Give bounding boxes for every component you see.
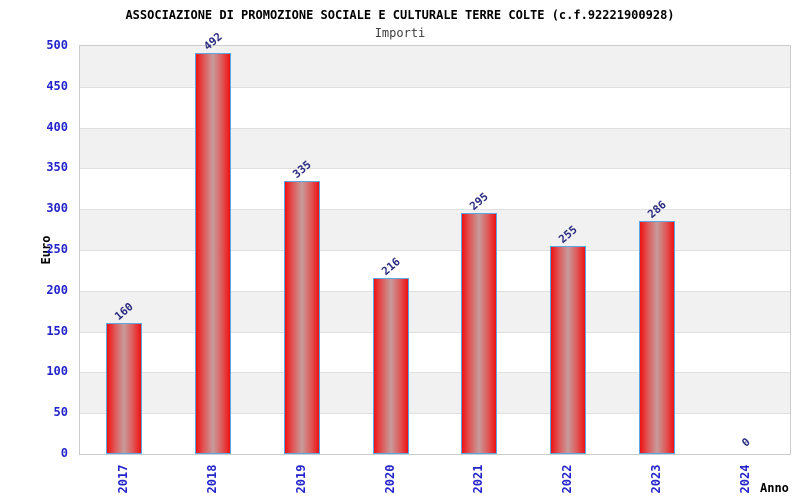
bar-2018 <box>195 53 231 454</box>
x-tick-label-2020: 2020 <box>383 464 397 494</box>
y-tick-label: 300 <box>46 201 68 215</box>
y-tick-label: 0 <box>60 446 68 460</box>
y-tick-label: 400 <box>46 120 68 134</box>
x-tick-label-2018: 2018 <box>205 464 219 494</box>
bar-2023 <box>639 221 675 454</box>
plot-area: 160 492 335 216 295 255 286 0 <box>79 30 791 455</box>
grid-band <box>80 86 790 128</box>
grid-band <box>80 290 790 332</box>
grid-band <box>80 372 790 414</box>
y-tick-label: 250 <box>46 242 68 256</box>
x-tick-label-2023: 2023 <box>649 464 663 494</box>
grid-band <box>80 413 790 454</box>
grid-band <box>80 127 790 169</box>
x-tick-label-2021: 2021 <box>471 464 485 494</box>
y-tick-label: 50 <box>53 405 68 419</box>
chart-title: ASSOCIAZIONE DI PROMOZIONE SOCIALE E CUL… <box>125 8 675 22</box>
y-tick-label: 500 <box>46 38 68 52</box>
x-axis: 2017 2018 2019 2020 2021 2022 2023 2024 <box>79 455 791 500</box>
y-tick-label: 350 <box>46 160 68 174</box>
x-tick-label-2019: 2019 <box>294 464 308 494</box>
x-axis-title: Anno <box>760 481 789 495</box>
x-tick-label-2024: 2024 <box>738 464 752 494</box>
y-tick-label: 100 <box>46 364 68 378</box>
x-tick-label-2022: 2022 <box>560 464 574 494</box>
chart-subtitle: Importi <box>374 26 426 40</box>
bar-2017 <box>106 323 142 454</box>
y-tick-label: 200 <box>46 283 68 297</box>
grid-band <box>80 168 790 210</box>
bar-2022 <box>550 246 586 454</box>
grid-band <box>80 46 790 87</box>
grid-band <box>80 331 790 373</box>
bar-2020 <box>373 278 409 454</box>
y-tick-label: 150 <box>46 324 68 338</box>
grid-band <box>80 250 790 291</box>
y-tick-label: 450 <box>46 79 68 93</box>
grid-band <box>80 209 790 250</box>
y-axis: 0 50 100 150 200 250 300 350 400 450 500 <box>0 38 68 460</box>
bar-2021 <box>461 213 497 454</box>
bar-2019 <box>284 181 320 454</box>
x-tick-label-2017: 2017 <box>116 464 130 494</box>
